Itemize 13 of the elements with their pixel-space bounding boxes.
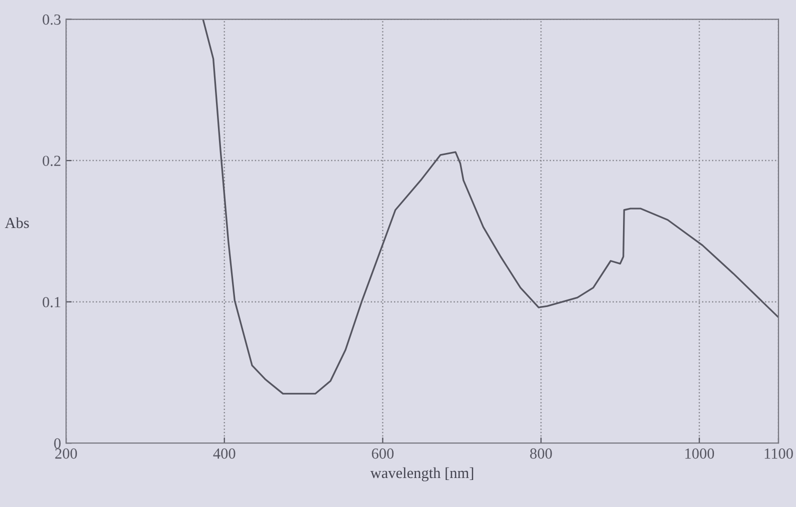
y-axis-title: Abs — [4, 217, 29, 228]
x-tick-label: 1000 — [685, 448, 714, 459]
x-tick-label: 200 — [55, 448, 77, 459]
y-tick-label: 0.1 — [42, 296, 60, 308]
y-tick-label: 0.2 — [42, 156, 60, 166]
x-tick-label: 600 — [372, 448, 394, 459]
y-tick-label: 0.3 — [42, 14, 61, 25]
x-tick-label: 1100 — [764, 448, 793, 459]
x-tick-label: 400 — [213, 448, 236, 459]
line-series — [202, 19, 778, 395]
y-tick-label: 0 — [54, 438, 61, 449]
x-axis-title: wavelength [nm] — [370, 467, 474, 482]
x-tick-label: 800 — [530, 448, 552, 459]
